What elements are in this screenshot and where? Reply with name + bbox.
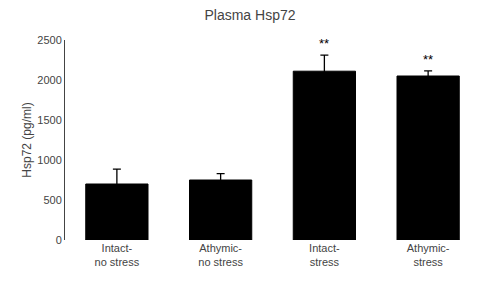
svg-text:Plasma Hsp72: Plasma Hsp72: [204, 7, 295, 23]
svg-text:Intact-no stress: Intact-no stress: [95, 242, 140, 268]
svg-text:**: **: [423, 52, 433, 67]
svg-text:Athymic-stress: Athymic-stress: [407, 242, 450, 268]
svg-text:1500: 1500: [37, 114, 61, 126]
svg-text:1000: 1000: [37, 154, 61, 166]
svg-text:0: 0: [56, 234, 62, 246]
svg-text:500: 500: [43, 194, 61, 206]
svg-text:Intact-stress: Intact-stress: [309, 242, 340, 268]
svg-text:Hsp72 (pg/ml): Hsp72 (pg/ml): [20, 102, 34, 177]
svg-text:2500: 2500: [37, 34, 61, 46]
svg-text:2000: 2000: [37, 74, 61, 86]
svg-text:Athymic-no stress: Athymic-no stress: [198, 242, 243, 268]
svg-text:**: **: [319, 36, 329, 51]
